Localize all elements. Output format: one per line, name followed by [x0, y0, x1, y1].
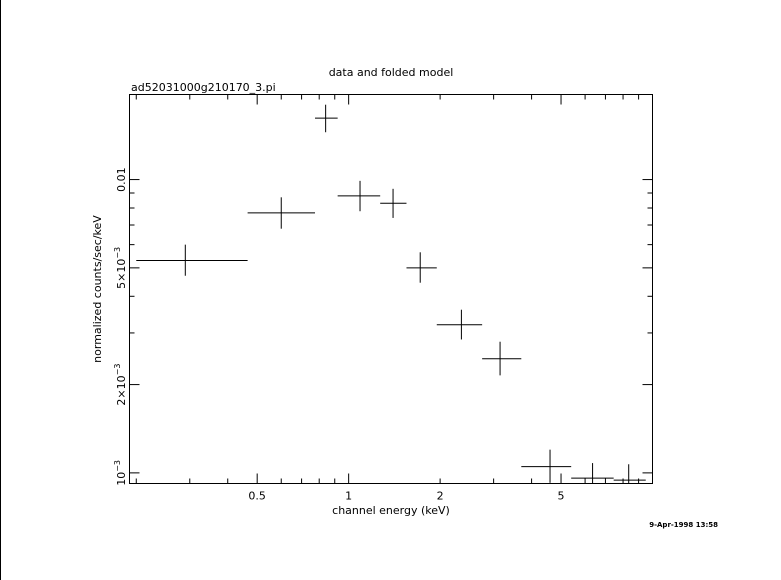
y-tick-label-exponent: −3 — [113, 460, 122, 472]
x-tick-label: 1 — [345, 490, 352, 503]
data-point — [613, 464, 646, 484]
data-point — [436, 309, 483, 340]
data-point — [571, 463, 614, 484]
y-tick-label: 2×10−3 — [113, 364, 128, 406]
data-point — [136, 244, 248, 276]
y-tick-label-base: 10 — [115, 472, 128, 486]
data-point — [482, 341, 522, 376]
timestamp: 9-Apr-1998 13:58 — [649, 521, 718, 529]
y-tick-label-base: 0.01 — [115, 167, 128, 192]
chart-title: data and folded model — [329, 66, 454, 79]
y-tick-label-exponent: −3 — [113, 247, 122, 259]
page-edge-rule — [0, 0, 1, 580]
data-point — [337, 180, 381, 212]
data-point — [247, 197, 316, 229]
x-axis-label: channel energy (keV) — [332, 504, 450, 517]
data-point — [315, 104, 338, 133]
y-axis-label: normalized counts/sec/keV — [91, 215, 104, 363]
y-tick-label: 10−3 — [113, 460, 128, 486]
plot-frame — [129, 94, 653, 484]
data-point — [521, 449, 572, 483]
y-tick-label-base: 5×10 — [115, 259, 128, 289]
y-tick-label-base: 2×10 — [115, 375, 128, 405]
axis-ticks: 0.5 1 2 510−32×10−35×10−30.01 — [113, 94, 653, 503]
y-tick-label-exponent: −3 — [113, 364, 122, 376]
y-tick-label: 5×10−3 — [113, 247, 128, 289]
data-point — [406, 252, 437, 283]
x-tick-label: 2 — [437, 490, 444, 503]
data-points — [136, 104, 646, 484]
data-point — [380, 188, 407, 218]
chart-subtitle: ad52031000g210170_3.pi — [131, 81, 276, 94]
x-tick-label: 5 — [558, 490, 565, 503]
x-tick-label: 0.5 — [248, 490, 266, 503]
y-tick-label: 0.01 — [115, 167, 128, 192]
